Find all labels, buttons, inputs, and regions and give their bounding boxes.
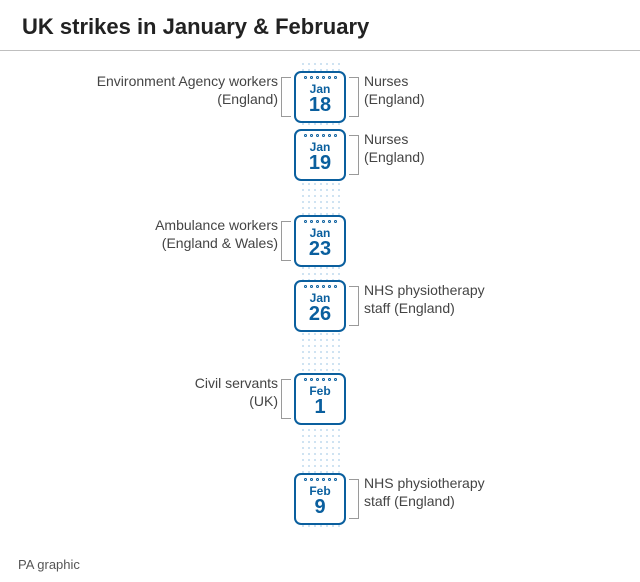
calendar-rings-icon <box>296 478 344 481</box>
calendar-day: 26 <box>296 304 344 325</box>
label-line2: staff (England) <box>364 493 455 509</box>
calendar-day: 23 <box>296 239 344 260</box>
calendar-day: 18 <box>296 95 344 116</box>
calendar-rings-icon <box>296 378 344 381</box>
label-line2: (England) <box>364 91 425 107</box>
calendar-date: Jan 23 <box>294 215 346 267</box>
event-label-right: NHS physiotherapy staff (England) <box>364 475 584 510</box>
calendar-date: Jan 18 <box>294 71 346 123</box>
calendar-rings-icon <box>296 285 344 288</box>
bracket-right <box>349 479 359 519</box>
calendar-date: Feb 9 <box>294 473 346 525</box>
calendar-rings-icon <box>296 220 344 223</box>
event-label-left: Civil servants (UK) <box>58 375 278 410</box>
bracket-left <box>281 77 291 117</box>
calendar-day: 9 <box>296 497 344 518</box>
calendar-day: 19 <box>296 153 344 174</box>
event-label-right: NHS physiotherapy staff (England) <box>364 282 584 317</box>
label-line1: Ambulance workers <box>155 217 278 233</box>
calendar-date: Feb 1 <box>294 373 346 425</box>
label-line1: NHS physiotherapy <box>364 282 485 298</box>
bracket-left <box>281 221 291 261</box>
calendar-rings-icon <box>296 76 344 79</box>
calendar-date: Jan 19 <box>294 129 346 181</box>
bracket-right <box>349 135 359 175</box>
label-line1: Nurses <box>364 131 408 147</box>
bracket-right <box>349 77 359 117</box>
label-line2: staff (England) <box>364 300 455 316</box>
event-label-left: Ambulance workers (England & Wales) <box>58 217 278 252</box>
timeline: Jan 18 Environment Agency workers (Engla… <box>0 51 640 541</box>
label-line2: (England) <box>364 149 425 165</box>
event-label-right: Nurses (England) <box>364 73 584 108</box>
label-line1: Environment Agency workers <box>97 73 278 89</box>
label-line2: (England & Wales) <box>162 235 278 251</box>
event-label-right: Nurses (England) <box>364 131 584 166</box>
calendar-date: Jan 26 <box>294 280 346 332</box>
calendar-rings-icon <box>296 134 344 137</box>
label-line2: (UK) <box>249 393 278 409</box>
label-line1: NHS physiotherapy <box>364 475 485 491</box>
label-line1: Civil servants <box>195 375 278 391</box>
event-label-left: Environment Agency workers (England) <box>58 73 278 108</box>
label-line2: (England) <box>217 91 278 107</box>
bracket-right <box>349 286 359 326</box>
footer-credit: PA graphic <box>18 557 80 572</box>
page-title: UK strikes in January & February <box>0 0 640 50</box>
bracket-left <box>281 379 291 419</box>
label-line1: Nurses <box>364 73 408 89</box>
calendar-day: 1 <box>296 397 344 418</box>
